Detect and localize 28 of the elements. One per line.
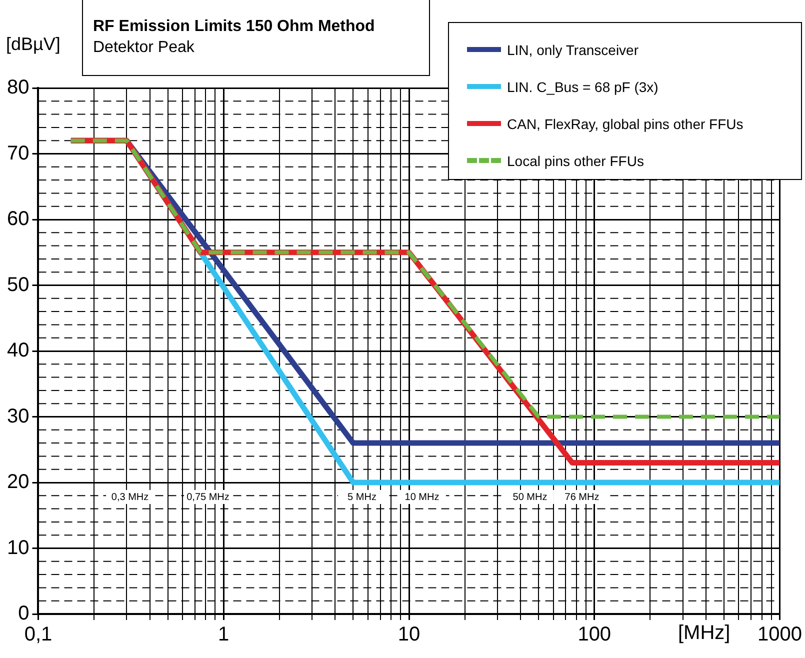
y-tick-label: 0 xyxy=(18,602,30,625)
chart-title: RF Emission Limits 150 Ohm Method xyxy=(93,18,376,36)
legend-label: LIN, only Transceiver xyxy=(507,42,638,58)
chart-subtitle: Detektor Peak xyxy=(93,39,196,57)
x-tick-label: 1 xyxy=(218,624,230,646)
y-tick-label: 20 xyxy=(6,471,30,494)
annotation: 0,3 MHz xyxy=(111,492,149,503)
legend-label: Local pins other FFUs xyxy=(507,152,644,168)
y-tick-label: 30 xyxy=(6,405,30,428)
y-tick-label: 60 xyxy=(6,208,30,230)
y-tick-label: 10 xyxy=(6,536,30,559)
annotation: 76 MHz xyxy=(564,492,600,503)
legend-label: LIN. C_Bus = 68 pF (3x) xyxy=(507,78,658,94)
x-tick-label: 1000 xyxy=(758,624,802,646)
y-axis-title: [dBµV] xyxy=(6,34,60,55)
x-tick-label: 100 xyxy=(578,624,612,646)
y-tick-label: 40 xyxy=(6,340,30,362)
annotation: 50 MHz xyxy=(512,492,548,503)
x-tick-label: 0,1 xyxy=(24,624,52,646)
x-axis-title: [MHz] xyxy=(678,622,730,645)
legend-label: CAN, FlexRay, global pins other FFUs xyxy=(507,116,744,132)
y-tick-label: 50 xyxy=(6,274,30,296)
y-tick-label: 70 xyxy=(6,142,30,164)
annotation: 5 MHz xyxy=(348,492,376,503)
x-tick-label: 10 xyxy=(398,624,420,646)
annotation: 0,75 MHz xyxy=(186,492,230,503)
annotation: 10 MHz xyxy=(404,492,440,503)
y-tick-label: 80 xyxy=(6,76,30,99)
